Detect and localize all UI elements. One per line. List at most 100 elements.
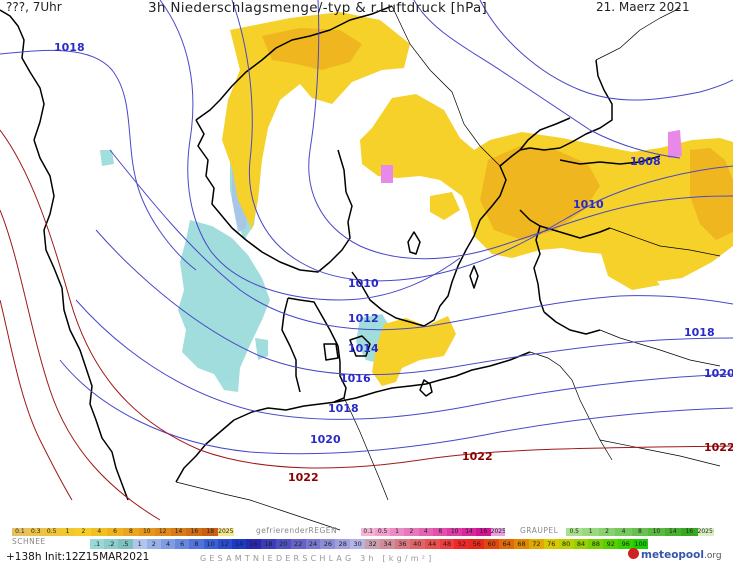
legend-swatch: 1 xyxy=(389,528,405,536)
legend-swatch: 10 xyxy=(138,528,155,536)
legend-swatch: 2025+ xyxy=(490,528,506,536)
legend-swatch: 22 xyxy=(290,539,306,549)
legend-swatch: 88 xyxy=(588,539,604,549)
legend-swatch: 14 xyxy=(461,528,477,536)
legend-swatch: 1 xyxy=(582,528,599,536)
isobar-label: 1016 xyxy=(340,372,371,385)
legend-swatch: 52 xyxy=(454,539,470,549)
legend-swatch: 4 xyxy=(615,528,632,536)
legend-swatch: 68 xyxy=(514,539,529,549)
legend-swatch: 4 xyxy=(91,528,108,536)
legend-swatch: .5 xyxy=(118,539,133,549)
legend-swatch: 0.1 xyxy=(12,528,28,536)
isobar-label: 1014 xyxy=(348,342,379,355)
snow-label: SCHNEE xyxy=(12,537,46,546)
meteopool-logo: meteopool.org xyxy=(628,548,722,561)
legend-swatch: 0.1 xyxy=(361,528,376,536)
legend-swatch: 2 xyxy=(75,528,92,536)
legend-swatch: .1 xyxy=(90,539,105,549)
isobar-label: 1020 xyxy=(704,367,733,380)
legend-swatch: 84 xyxy=(573,539,589,549)
total-precipitation-label: GESAMTNIEDERSCHLAG 3h [kg/m²] xyxy=(200,554,435,563)
legend-swatch: 2025+ xyxy=(697,528,714,536)
legend-swatch: 24 xyxy=(305,539,321,549)
borders xyxy=(175,5,721,531)
coastlines xyxy=(0,5,661,501)
legend-swatch: .2 xyxy=(104,539,119,549)
legend-swatch: 32 xyxy=(365,539,381,549)
freezing-rain-label: gefrierenderREGEN xyxy=(256,526,338,535)
legend-swatch: 2 xyxy=(404,528,419,536)
legend-swatch: 34 xyxy=(380,539,395,549)
legend-swatch: 8 xyxy=(123,528,139,536)
legend-swatch: 60 xyxy=(484,539,500,549)
legend-swatch: 14 xyxy=(231,539,247,549)
legend-swatch: 4 xyxy=(160,539,176,549)
legend-swatch: 64 xyxy=(499,539,515,549)
isobars-red xyxy=(0,129,733,521)
legend-swatch: 0.5 xyxy=(375,528,390,536)
forecast-date: 21. Maerz 2021 xyxy=(596,0,690,14)
legend-swatch: 28 xyxy=(335,539,351,549)
legend-swatch: 10 xyxy=(447,528,462,536)
isobar-label: 1018 xyxy=(684,326,715,339)
rain-area xyxy=(222,12,733,386)
legend-swatch: 8 xyxy=(631,528,649,536)
legend-swatch: 10 xyxy=(648,528,665,536)
isobar-labels: 1018 1008 1010 1010 1012 1014 1016 1018 … xyxy=(54,41,733,484)
init-time: +138h Init:12Z15MAR2021 xyxy=(6,551,150,563)
legend-swatch: 6 xyxy=(175,539,190,549)
isobar-label: 1018 xyxy=(328,402,359,415)
logo-icon xyxy=(628,548,639,559)
legend-swatch: 18 xyxy=(202,528,219,536)
legend-swatch: 0.5 xyxy=(43,528,60,536)
legend-swatch: 36 xyxy=(394,539,410,549)
isobar-label: 1012 xyxy=(348,312,379,325)
legend-swatch: 40 xyxy=(409,539,425,549)
graupel-label: GRAUPEL xyxy=(520,526,559,535)
graupel-area xyxy=(381,130,682,183)
isobar-label: 1022 xyxy=(704,441,733,454)
legend-swatch: 0.5 xyxy=(566,528,583,536)
isobar-label: 1010 xyxy=(348,277,379,290)
legend-swatch: 0.3 xyxy=(27,528,44,536)
legend-swatch: 26 xyxy=(320,539,336,549)
legend-swatch: 48 xyxy=(439,539,455,549)
legend-swatch: 8 xyxy=(433,528,448,536)
total-precipitation-scale: 16 18 20 22 24 26 28 30 32 34 36 40 44 48 52 56 60 64 68 72… xyxy=(246,539,649,549)
legend-swatch: 12 xyxy=(217,539,232,549)
legend-swatch: 14 xyxy=(664,528,682,536)
legend-swatch: 92 xyxy=(603,539,619,549)
legend-swatch: 18 xyxy=(260,539,276,549)
isobar-label: 1008 xyxy=(630,155,661,168)
isobar-label: 1018 xyxy=(54,41,85,54)
snow-scale: .1.2.5 1 2 4 6 8 10 12 14 xyxy=(90,539,247,549)
legend-swatch: 2 xyxy=(146,539,161,549)
legend-swatch: 72 xyxy=(528,539,544,549)
legend-swatch: 30 xyxy=(350,539,366,549)
legend-swatch: 6 xyxy=(107,528,124,536)
legend-swatch: 10 xyxy=(203,539,218,549)
legend-swatch: 100 xyxy=(633,539,649,549)
logo-tld: .org xyxy=(703,551,722,561)
legend-swatch: 20 xyxy=(275,539,291,549)
legend-swatch: 14 xyxy=(170,528,187,536)
legend-swatch: 96 xyxy=(618,539,634,549)
legend-swatch: 1 xyxy=(59,528,76,536)
legend-swatch: 16 xyxy=(186,528,203,536)
legend-swatch: 80 xyxy=(558,539,574,549)
forecast-time: ???, 7Uhr xyxy=(6,0,62,14)
isobar-label: 1022 xyxy=(462,450,493,463)
legend-swatch: 12 xyxy=(154,528,171,536)
map-title: 3h Niederschlagsmenge/-typ & r.Luftdruck… xyxy=(148,0,488,16)
legend-swatch: 2 xyxy=(598,528,616,536)
legend-swatch: 4 xyxy=(418,528,434,536)
legend-swatch: 56 xyxy=(469,539,485,549)
legend-swatch: 16 xyxy=(246,539,261,549)
legend-swatch: 76 xyxy=(543,539,559,549)
isobars-blue xyxy=(0,0,733,455)
legend-swatch: 8 xyxy=(189,539,204,549)
